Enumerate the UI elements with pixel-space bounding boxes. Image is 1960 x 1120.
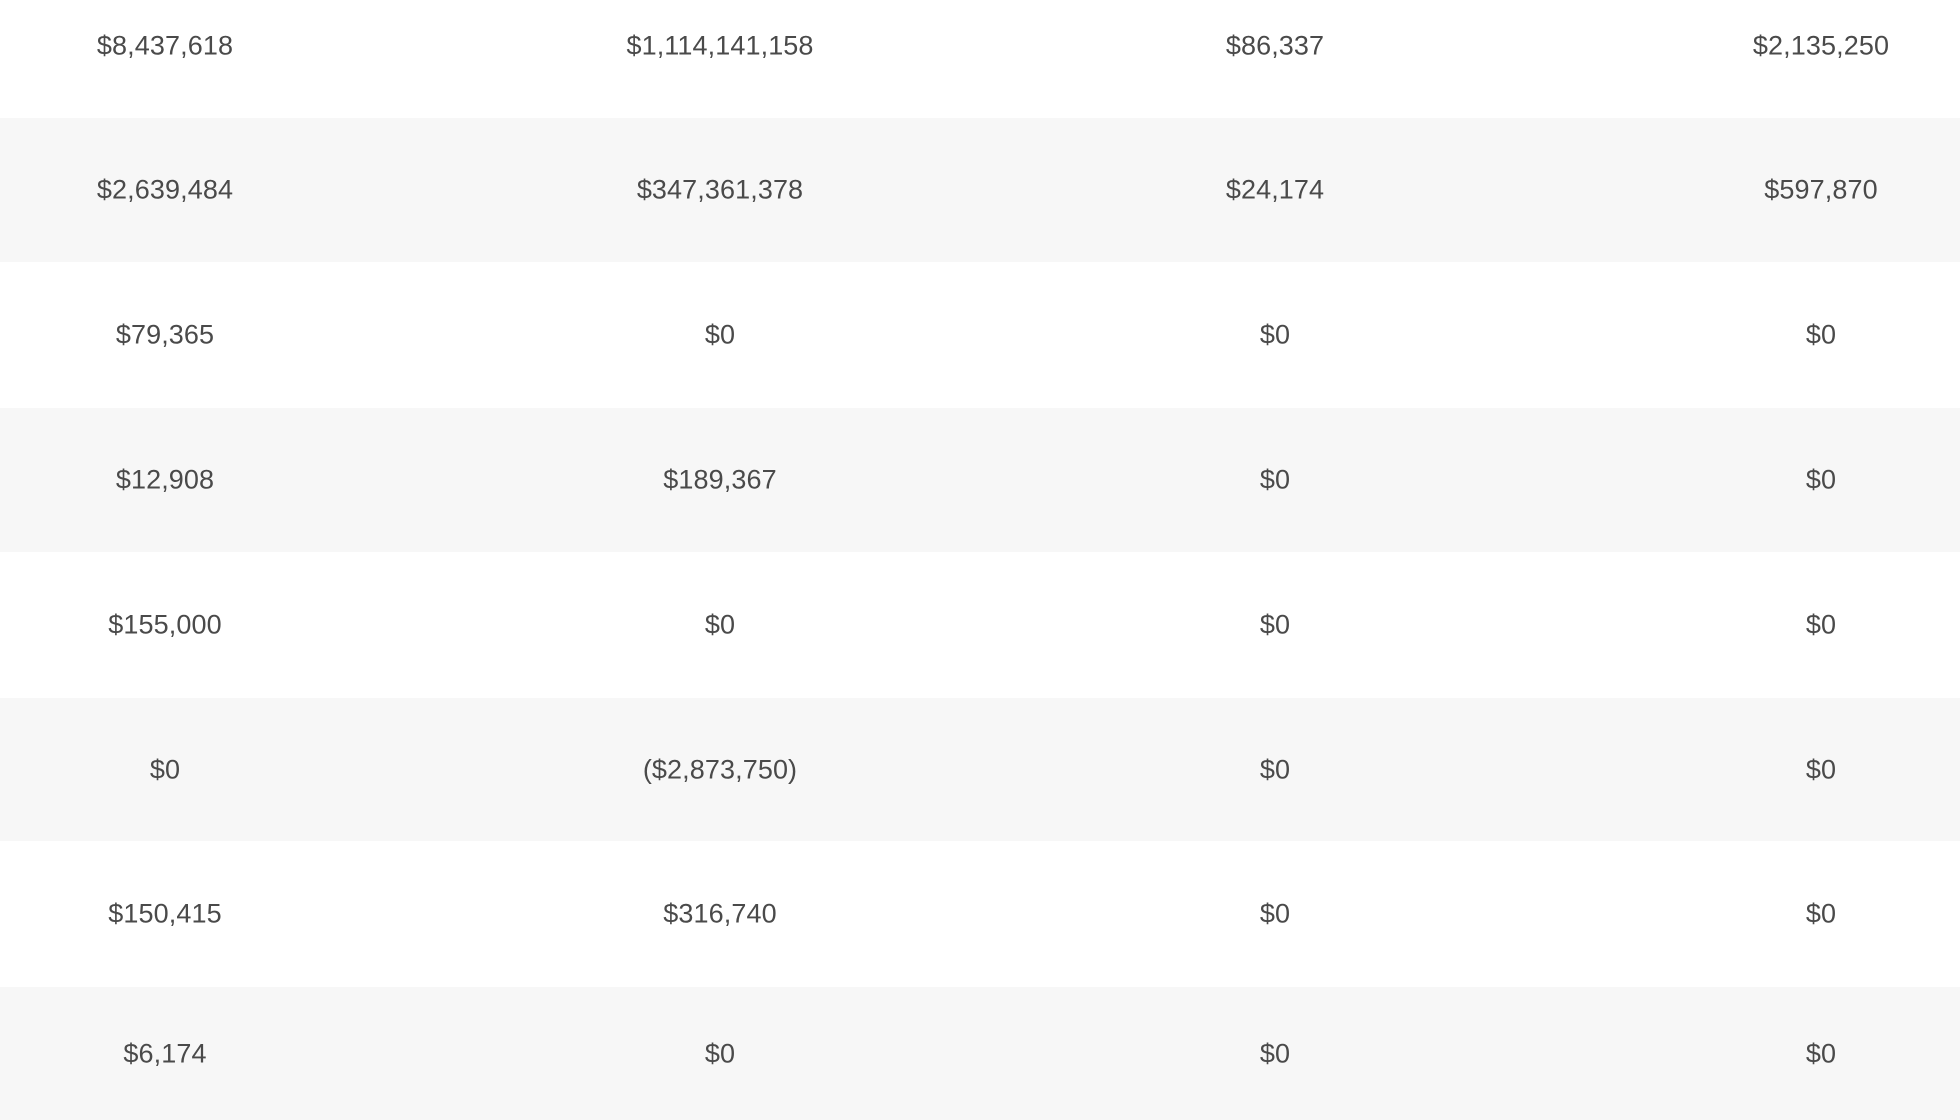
cell-value: $0 (1805, 609, 1837, 640)
table-row: $0 ($2,873,750) $0 $0 (0, 698, 1960, 841)
cell-value: $6,174 (123, 1038, 207, 1068)
cell-value: $0 (704, 319, 736, 350)
table-cell: $189,367 (330, 408, 1110, 552)
table-row: $155,000 $0 $0 $0 (0, 552, 1960, 698)
table-cell: $597,870 (1440, 118, 1960, 262)
cell-value: $0 (1805, 754, 1837, 784)
cell-value: $2,639,484 (96, 174, 234, 205)
cell-value: $24,174 (1225, 174, 1325, 205)
cell-value: $12,908 (115, 464, 215, 495)
cell-value: $0 (1805, 319, 1837, 350)
table-cell: $6,174 (0, 987, 330, 1120)
cell-value: $0 (1259, 464, 1291, 495)
table-cell: $0 (330, 262, 1110, 408)
cell-value: $0 (149, 754, 181, 784)
cell-value: $0 (1805, 1038, 1837, 1068)
table-cell: $0 (1440, 841, 1960, 987)
table-cell: ($2,873,750) (330, 698, 1110, 841)
cell-value: $86,337 (1225, 30, 1325, 61)
table-cell: $150,415 (0, 841, 330, 987)
cell-value: $8,437,618 (96, 30, 234, 61)
table-row: $8,437,618 $1,114,141,158 $86,337 $2,135… (0, 0, 1960, 118)
table-cell: $2,639,484 (0, 118, 330, 262)
cell-value: $316,740 (663, 898, 777, 929)
table-cell: $24,174 (1110, 118, 1440, 262)
cell-value: $347,361,378 (636, 174, 804, 205)
table-cell: $0 (1440, 408, 1960, 552)
table-cell: $0 (0, 698, 330, 841)
table-cell: $12,908 (0, 408, 330, 552)
cell-value: $0 (704, 609, 736, 640)
table-cell: $2,135,250 (1440, 0, 1960, 118)
table-row: $2,639,484 $347,361,378 $24,174 $597,870 (0, 118, 1960, 262)
cell-value: $0 (1259, 754, 1291, 784)
cell-value: $0 (1259, 898, 1291, 929)
cell-value: $2,135,250 (1752, 30, 1890, 61)
table-cell: $8,437,618 (0, 0, 330, 118)
cell-value: $0 (1805, 464, 1837, 495)
table-cell: $0 (1110, 552, 1440, 698)
cell-value: $0 (704, 1038, 736, 1068)
table-cell: $0 (1110, 987, 1440, 1120)
table-cell: $0 (1110, 841, 1440, 987)
cell-value: $150,415 (108, 898, 222, 929)
table-cell: $347,361,378 (330, 118, 1110, 262)
table-row: $12,908 $189,367 $0 $0 (0, 408, 1960, 552)
cell-value: $0 (1259, 319, 1291, 350)
cell-value: ($2,873,750) (642, 754, 798, 784)
cell-value: $1,114,141,158 (626, 30, 814, 61)
cell-value: $79,365 (115, 319, 215, 350)
table-cell: $1,114,141,158 (330, 0, 1110, 118)
table-cell: $0 (1110, 698, 1440, 841)
table-row: $6,174 $0 $0 $0 (0, 987, 1960, 1120)
cell-value: $0 (1259, 609, 1291, 640)
table-cell: $0 (1440, 987, 1960, 1120)
cell-value: $597,870 (1764, 174, 1878, 205)
table-cell: $0 (1440, 552, 1960, 698)
table-cell: $0 (330, 552, 1110, 698)
table-cell: $155,000 (0, 552, 330, 698)
table-cell: $0 (1110, 408, 1440, 552)
table-cell: $79,365 (0, 262, 330, 408)
table-cell: $0 (1110, 262, 1440, 408)
table-cell: $86,337 (1110, 0, 1440, 118)
table-row: $79,365 $0 $0 $0 (0, 262, 1960, 408)
table-cell: $316,740 (330, 841, 1110, 987)
cell-value: $189,367 (663, 464, 777, 495)
table-row: $150,415 $316,740 $0 $0 (0, 841, 1960, 987)
table-cell: $0 (1440, 262, 1960, 408)
cell-value: $0 (1259, 1038, 1291, 1068)
cell-value: $155,000 (108, 609, 222, 640)
table-cell: $0 (330, 987, 1110, 1120)
table-cell: $0 (1440, 698, 1960, 841)
cell-value: $0 (1805, 898, 1837, 929)
